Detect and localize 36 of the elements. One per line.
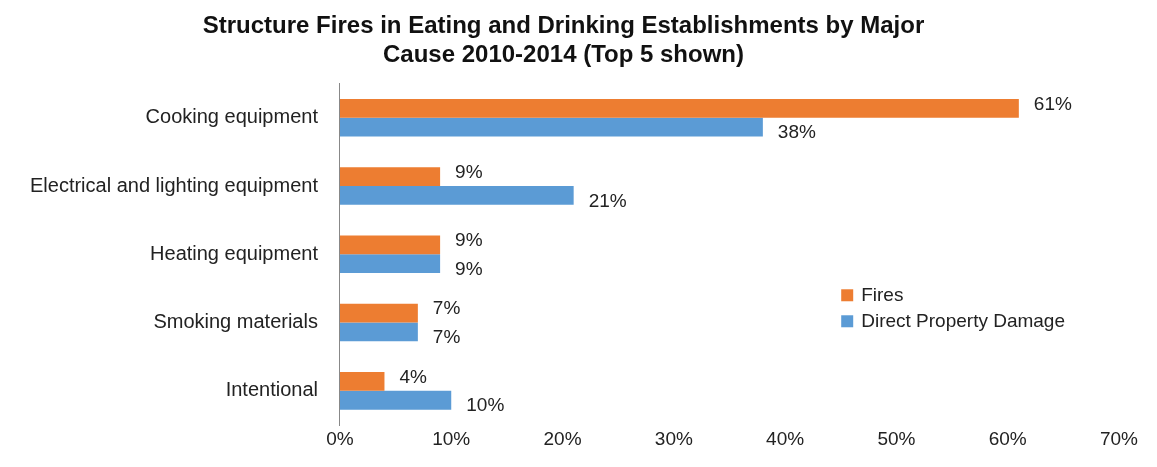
legend-label: Direct Property Damage <box>861 309 1065 331</box>
y-tick-label: Electrical and lighting equipment <box>30 173 319 196</box>
x-tick-label: 60% <box>988 427 1027 449</box>
bar <box>339 254 441 274</box>
x-tick-label: 20% <box>543 427 582 449</box>
data-label: 7% <box>432 297 461 319</box>
y-tick-label: Heating equipment <box>150 241 319 264</box>
data-label: 7% <box>432 326 461 348</box>
data-label: 9% <box>455 229 483 251</box>
y-tick-label: Cooking equipment <box>145 105 319 128</box>
bar <box>339 167 441 187</box>
x-tick-label: 50% <box>877 427 916 449</box>
bar <box>339 98 1019 118</box>
bar <box>339 235 441 255</box>
data-label: 38% <box>777 121 816 143</box>
x-tick-label: 10% <box>432 427 471 449</box>
legend-label: Fires <box>861 283 904 305</box>
y-tick-label: Smoking materials <box>153 310 318 333</box>
chart-title: Structure Fires in Eating and Drinking Establishments by Major Cause 2010-2014 (Top 5 shown) <box>202 11 925 67</box>
x-tick-label: 70% <box>1099 427 1139 449</box>
x-tick-label: 40% <box>766 427 805 449</box>
data-label: 21% <box>588 189 627 211</box>
bar <box>339 303 418 323</box>
y-tick-label: Intentional <box>225 378 318 401</box>
x-tick-label: 30% <box>654 427 693 449</box>
bar <box>339 117 763 137</box>
data-label: 4% <box>399 365 428 387</box>
bar <box>339 186 574 205</box>
data-label: 9% <box>455 160 483 182</box>
x-tick-label: 0% <box>326 427 354 449</box>
bar <box>339 390 452 410</box>
data-label: 61% <box>1033 92 1072 114</box>
bar <box>339 322 418 342</box>
data-label: 10% <box>466 394 505 416</box>
bar <box>339 372 385 391</box>
data-label: 9% <box>455 257 483 279</box>
